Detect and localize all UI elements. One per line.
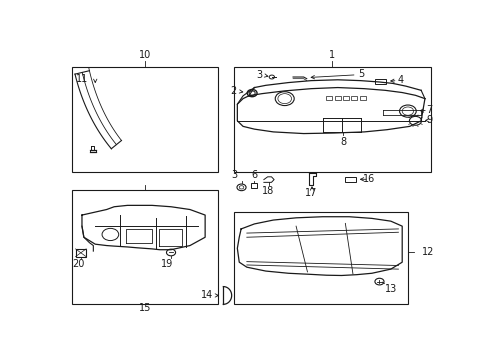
Text: 16: 16 <box>363 174 375 184</box>
Text: 9: 9 <box>426 115 432 125</box>
Text: 10: 10 <box>139 50 151 60</box>
Bar <box>374 79 386 84</box>
Bar <box>334 96 340 100</box>
Bar <box>351 96 357 100</box>
Text: 18: 18 <box>261 186 273 196</box>
Text: 19: 19 <box>161 260 173 269</box>
Bar <box>343 96 348 100</box>
Text: 1: 1 <box>329 50 335 60</box>
Text: 3: 3 <box>230 170 237 180</box>
Bar <box>72 190 218 304</box>
Text: 11: 11 <box>76 74 88 84</box>
Text: 17: 17 <box>305 188 317 198</box>
Text: 5: 5 <box>357 69 364 79</box>
Bar <box>233 212 407 304</box>
Bar <box>345 177 355 182</box>
Text: 8: 8 <box>340 138 346 148</box>
Text: 6: 6 <box>250 170 257 180</box>
Text: 13: 13 <box>385 284 397 294</box>
Bar <box>250 184 257 188</box>
Text: 7: 7 <box>426 105 432 115</box>
Text: 14: 14 <box>200 291 212 301</box>
Text: 20: 20 <box>72 260 84 269</box>
Text: 3: 3 <box>255 70 262 80</box>
Bar <box>359 96 365 100</box>
Bar <box>326 96 332 100</box>
Bar <box>233 67 430 172</box>
Text: 4: 4 <box>397 75 403 85</box>
Text: 15: 15 <box>139 303 151 313</box>
Text: 2: 2 <box>229 86 236 96</box>
Text: 12: 12 <box>421 247 433 257</box>
Bar <box>72 67 218 172</box>
Bar <box>75 249 86 257</box>
